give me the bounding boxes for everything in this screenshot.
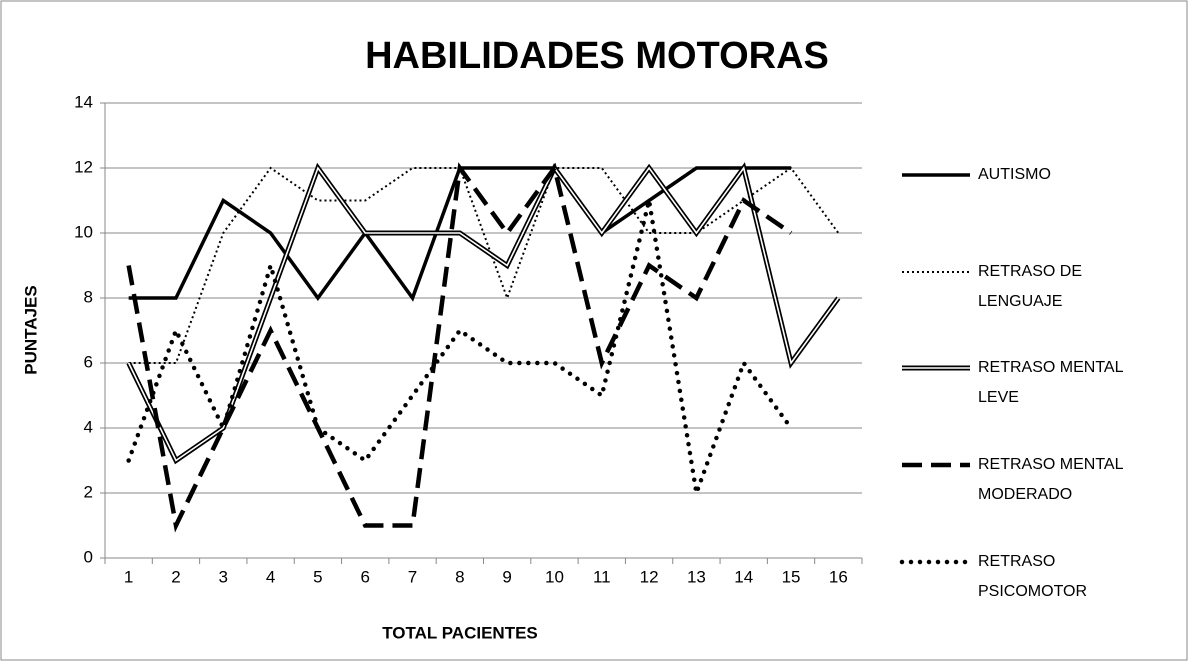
y-tick-label: 10: [74, 222, 93, 241]
x-tick-label: 2: [171, 567, 180, 586]
x-tick-label: 8: [455, 567, 464, 586]
x-tick-label: 9: [502, 567, 511, 586]
x-tick-label: 14: [734, 567, 753, 586]
y-tick-label: 8: [84, 287, 93, 306]
y-tick-label: 12: [74, 157, 93, 176]
y-tick-label: 6: [84, 352, 93, 371]
x-tick-label: 12: [640, 567, 659, 586]
legend-label: RETRASO MENTAL LEVE: [978, 359, 1123, 406]
y-tick-label: 0: [84, 547, 93, 566]
y-axis-label: PUNTAJES: [21, 285, 40, 374]
series-line: [126, 162, 793, 533]
y-tick-label: 2: [84, 482, 93, 501]
x-tick-label: 4: [266, 567, 275, 586]
y-tick-label: 4: [84, 417, 93, 436]
x-tick-label: 1: [124, 567, 133, 586]
x-axis-label: TOTAL PACIENTES: [382, 623, 538, 642]
x-tick-label: 5: [313, 567, 322, 586]
x-tick-label: 16: [829, 567, 848, 586]
series-line-inner: [127, 166, 839, 462]
x-tick-label: 10: [545, 567, 564, 586]
legend-label: RETRASO MENTAL MODERADO: [978, 456, 1123, 503]
x-tick-label: 13: [687, 567, 706, 586]
x-tick-label: 3: [219, 567, 228, 586]
series-line: [128, 166, 840, 364]
y-tick-label: 14: [74, 92, 93, 111]
legend-label: RETRASO PSICOMOTOR: [978, 553, 1088, 600]
legend-label: AUTISMO: [978, 166, 1051, 183]
x-tick-label: 7: [408, 567, 417, 586]
x-tick-label: 15: [782, 567, 801, 586]
x-tick-label: 11: [593, 567, 611, 586]
x-tick-label: 6: [360, 567, 369, 586]
chart-title: HABILIDADES MOTORAS: [365, 35, 829, 77]
legend-label: RETRASO DE LENGUAJE: [978, 263, 1083, 310]
